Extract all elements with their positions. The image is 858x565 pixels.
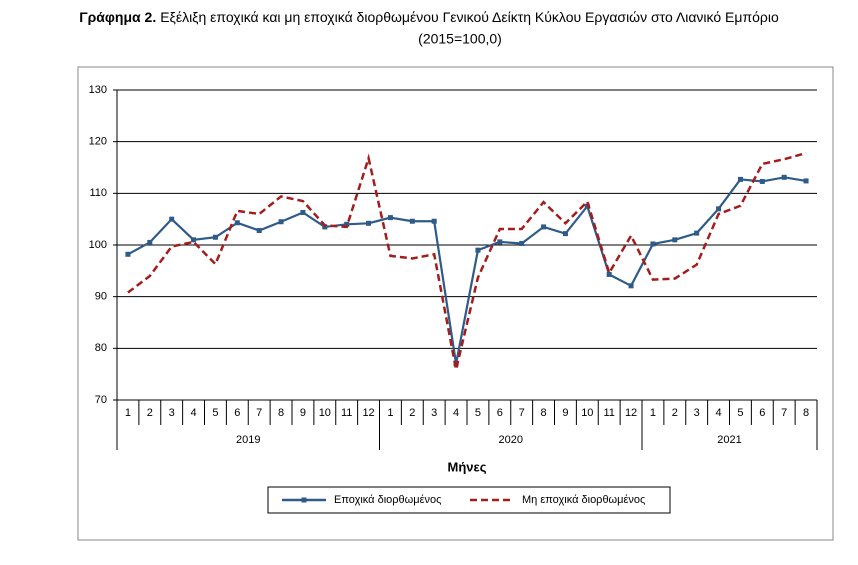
series-marker	[759, 178, 765, 184]
x-tick-label: 4	[716, 407, 722, 419]
x-tick-label: 2	[672, 407, 678, 419]
x-tick-label: 11	[603, 407, 614, 419]
series-marker	[256, 228, 262, 234]
x-tick-label: 7	[781, 407, 787, 419]
y-tick-label: 80	[95, 342, 107, 354]
series-marker	[125, 251, 131, 257]
series-marker	[672, 237, 678, 243]
series-marker	[650, 241, 656, 247]
x-tick-label: 10	[319, 407, 331, 419]
series-marker	[541, 224, 547, 230]
x-tick-label: 1	[650, 407, 656, 419]
x-tick-label: 3	[431, 407, 437, 419]
x-tick-label: 2	[147, 407, 153, 419]
x-tick-label: 6	[234, 407, 240, 419]
x-group-label: 2019	[236, 434, 260, 446]
x-tick-label: 1	[125, 407, 131, 419]
x-tick-label: 5	[475, 407, 481, 419]
series-marker	[409, 218, 415, 224]
x-tick-label: 7	[519, 407, 525, 419]
series-marker	[606, 271, 612, 277]
series-marker	[497, 239, 503, 245]
series-marker	[147, 239, 153, 245]
x-tick-label: 8	[803, 407, 809, 419]
x-group-label: 2020	[499, 434, 523, 446]
x-axis-label: Μήνες	[448, 459, 487, 474]
legend-label: Μη εποχικά διορθωμένος	[522, 494, 645, 506]
series-marker	[169, 216, 175, 222]
x-tick-label: 6	[759, 407, 765, 419]
series-marker	[519, 240, 525, 246]
title-text: Εξέλιξη εποχικά και μη εποχικά διορθωμέν…	[160, 9, 779, 25]
series-marker	[212, 234, 218, 240]
series-marker	[322, 224, 328, 230]
chart-title: Γράφημα 2. Εξέλιξη εποχικά και μη εποχικά…	[79, 9, 779, 25]
x-tick-label: 9	[562, 407, 568, 419]
title-label: Γράφημα 2.	[79, 9, 156, 25]
y-tick-label: 130	[89, 84, 107, 96]
x-tick-label: 3	[169, 407, 175, 419]
series-marker	[584, 203, 590, 209]
series-marker	[387, 215, 393, 221]
x-tick-label: 6	[497, 407, 503, 419]
x-tick-label: 10	[581, 407, 593, 419]
x-tick-label: 7	[256, 407, 262, 419]
series-marker	[431, 218, 437, 224]
x-group-label: 2021	[717, 434, 741, 446]
y-tick-label: 120	[89, 136, 107, 148]
chart-frame	[77, 66, 834, 541]
series-marker	[628, 283, 634, 289]
series-marker	[562, 231, 568, 237]
y-tick-label: 110	[89, 187, 107, 199]
series-marker	[803, 178, 809, 184]
x-tick-label: 9	[300, 407, 306, 419]
series-marker	[234, 220, 240, 226]
x-tick-label: 5	[737, 407, 743, 419]
series-marker	[694, 230, 700, 236]
x-tick-label: 8	[278, 407, 284, 419]
x-tick-label: 11	[341, 407, 352, 419]
x-tick-label: 12	[625, 407, 637, 419]
y-tick-label: 90	[95, 291, 107, 303]
series-marker	[716, 206, 722, 212]
x-tick-label: 3	[694, 407, 700, 419]
x-tick-label: 1	[387, 407, 393, 419]
x-tick-label: 4	[453, 407, 459, 419]
legend-box	[267, 486, 671, 514]
series-line	[127, 151, 807, 370]
y-tick-label: 70	[95, 394, 107, 406]
x-tick-label: 4	[191, 407, 197, 419]
series-marker	[300, 209, 306, 215]
series-marker	[475, 247, 481, 253]
x-tick-label: 2	[409, 407, 415, 419]
series-marker	[191, 237, 197, 243]
series-marker	[344, 221, 350, 227]
series-marker	[781, 174, 787, 180]
series-marker	[366, 220, 372, 226]
series-marker	[737, 176, 743, 182]
x-tick-label: 5	[212, 407, 218, 419]
chart-subtitle: (2015=100,0)	[418, 31, 502, 47]
legend-label: Εποχικά διορθωμένος	[334, 494, 441, 506]
x-tick-label: 8	[541, 407, 547, 419]
legend-marker	[301, 497, 307, 503]
series-marker	[278, 219, 284, 225]
series-line	[127, 176, 807, 365]
y-tick-label: 100	[89, 239, 107, 251]
x-tick-label: 12	[362, 407, 374, 419]
